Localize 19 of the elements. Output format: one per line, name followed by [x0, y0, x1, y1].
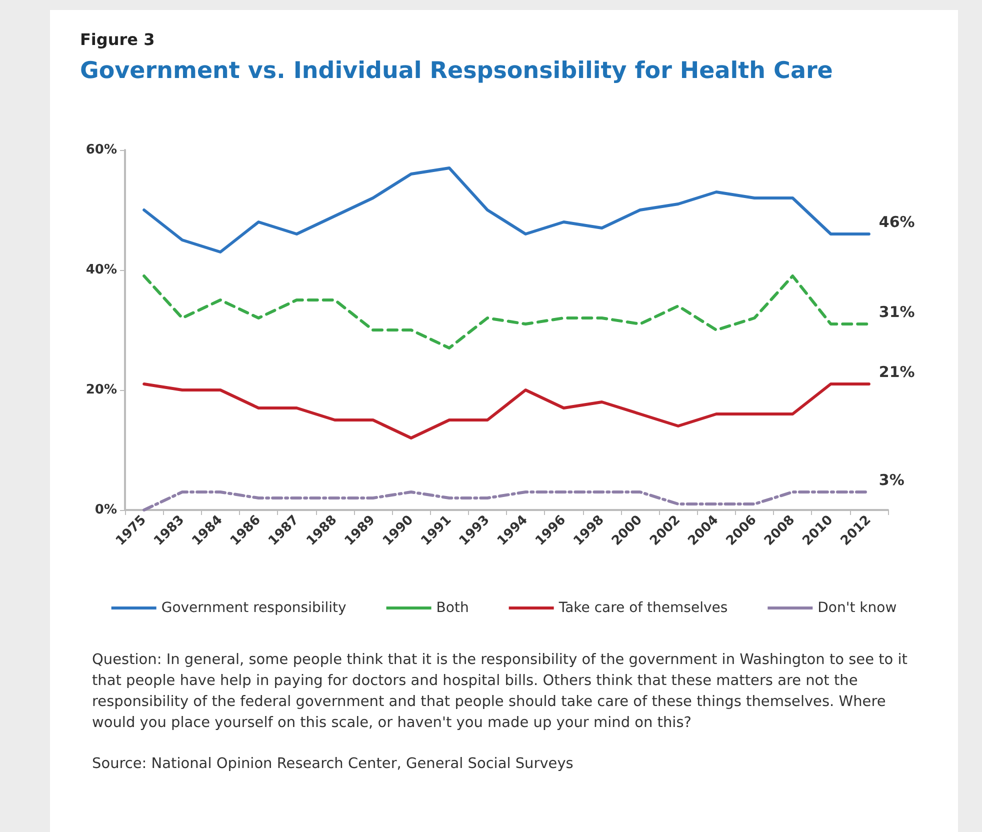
- annotation: 31%: [878, 303, 915, 321]
- text: Question: In general, some people think that it is the responsibility of the government in Washington to see to it that people have help in paying for doctors and hospital bills. Others think that these matters are not the responsibility of the federal government and that people should take care of these things themselves. Where would you place yourself on this scale, or haven't you made up your mind on this?: [92, 651, 908, 733]
- chart-subtitle: Figure 3: [80, 30, 155, 49]
- annotation: 21%: [878, 363, 915, 381]
- line-series: [142, 382, 870, 440]
- chart-title: Government vs. Individual Respsonsibility for Health Care: [80, 58, 833, 84]
- legend-label: Take care of themselves: [558, 600, 728, 616]
- source-note: Source: National Opinion Research Center, General Social Surveys: [92, 755, 574, 774]
- y-tick-label: 40%: [86, 262, 117, 278]
- legend-label: Both: [436, 600, 469, 616]
- line-series: [142, 274, 870, 350]
- y-tick-label: 60%: [86, 142, 117, 158]
- annotation: 46%: [878, 213, 915, 231]
- y-tick-label: 20%: [86, 382, 117, 398]
- annotation: 3%: [878, 471, 904, 489]
- line-series: [142, 166, 870, 254]
- legend-label: Government responsibility: [161, 600, 346, 616]
- y-tick-label: 0%: [94, 502, 117, 518]
- legend-label: Don't know: [818, 600, 897, 616]
